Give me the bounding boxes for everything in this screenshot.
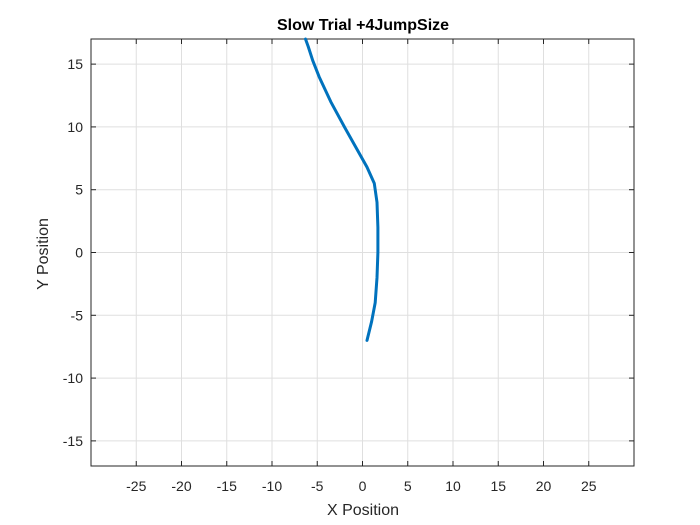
x-tick-label: -10 — [262, 478, 282, 494]
x-tick-label: 25 — [581, 478, 597, 494]
x-axis-label: X Position — [327, 502, 399, 519]
y-tick-label: 5 — [75, 182, 83, 198]
x-tick-label: 5 — [404, 478, 412, 494]
plot-area: -25 -20 -15 -10 -5 0 5 10 15 20 25 -15 -10 -5 0 5 10 15 — [63, 37, 635, 494]
y-tick-label: -10 — [63, 370, 83, 386]
x-tick-label: 0 — [359, 478, 367, 494]
y-tick-label: 0 — [75, 245, 83, 261]
x-tick-label: 10 — [445, 478, 461, 494]
y-tick-label: 10 — [67, 119, 83, 135]
x-tick-label: 15 — [490, 478, 506, 494]
y-tick-label: 15 — [67, 56, 83, 72]
x-tick-label: -5 — [311, 478, 324, 494]
chart-title: Slow Trial +4JumpSize — [277, 17, 449, 34]
x-tick-label: -25 — [126, 478, 146, 494]
y-axis-label: Y Position — [35, 218, 52, 290]
y-tick-label: -15 — [63, 433, 83, 449]
y-tick-label: -5 — [71, 307, 84, 323]
trajectory-line — [304, 37, 380, 342]
x-tick-label: -15 — [217, 478, 237, 494]
x-tick-label: -20 — [171, 478, 191, 494]
x-tick-label: 20 — [536, 478, 552, 494]
